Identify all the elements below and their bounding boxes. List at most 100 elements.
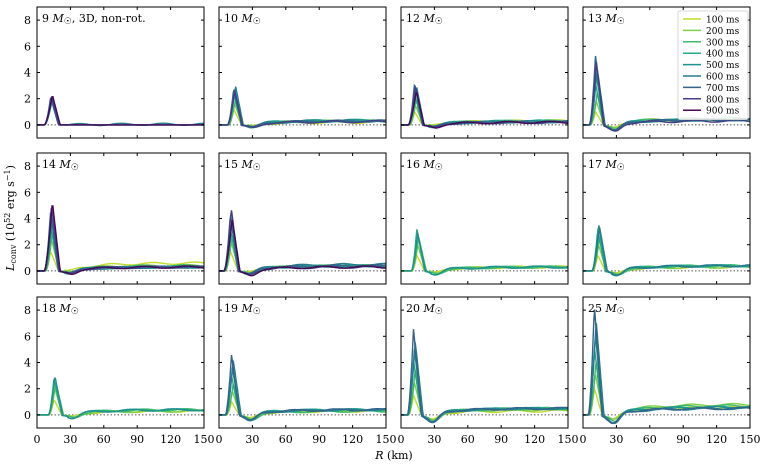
x-tick-label: 60 bbox=[643, 433, 657, 446]
panel-label: 13 M☉ bbox=[588, 12, 625, 27]
series-line bbox=[583, 237, 750, 276]
panel-11: 0 30 60 90 120 150 20 M☉ bbox=[398, 296, 579, 446]
panel-3: 12 M☉ bbox=[400, 6, 569, 139]
y-tick-label: 6 bbox=[24, 40, 31, 53]
series-line bbox=[583, 361, 750, 423]
panel-label: 19 M☉ bbox=[224, 302, 261, 317]
y-tick-label: 4 bbox=[24, 67, 31, 80]
y-tick-label: 2 bbox=[24, 239, 31, 252]
y-tick-label: 8 bbox=[24, 304, 31, 317]
series-line bbox=[401, 329, 568, 423]
panel-10: 0 30 60 90 120 150 19 M☉ bbox=[216, 296, 397, 446]
x-tick-label: 60 bbox=[97, 433, 111, 446]
x-tick-label: 120 bbox=[160, 433, 181, 446]
panel-frame bbox=[218, 6, 387, 139]
series-line bbox=[401, 232, 568, 276]
y-tick-label: 0 bbox=[24, 265, 31, 278]
series-line bbox=[219, 108, 386, 127]
series-line bbox=[401, 381, 568, 421]
series-line bbox=[37, 377, 204, 420]
x-tick-label: 150 bbox=[376, 433, 397, 446]
series-line bbox=[583, 243, 750, 275]
x-tick-label: 30 bbox=[63, 433, 77, 446]
series-line bbox=[37, 205, 204, 275]
legend-label: 300 ms bbox=[706, 38, 740, 48]
panel-label: 20 M☉ bbox=[406, 302, 443, 317]
y-tick-label: 6 bbox=[24, 186, 31, 199]
series-line bbox=[583, 336, 750, 424]
legend-label: 900 ms bbox=[706, 107, 740, 117]
x-tick-label: 120 bbox=[342, 433, 363, 446]
series-line bbox=[219, 219, 386, 277]
series-line bbox=[583, 309, 750, 425]
x-tick-label: 120 bbox=[524, 433, 545, 446]
panel-7: 16 M☉ bbox=[400, 152, 569, 285]
y-tick-label: 0 bbox=[24, 119, 31, 132]
x-tick-label: 90 bbox=[676, 433, 690, 446]
panel-label: 25 M☉ bbox=[588, 302, 625, 317]
legend-box bbox=[677, 10, 749, 120]
panel-5: 0 2 4 6 8 14 M☉ bbox=[24, 152, 205, 285]
series-line bbox=[37, 97, 204, 126]
x-tick-label: 0 bbox=[34, 433, 41, 446]
panel-frame bbox=[400, 6, 569, 139]
x-tick-label: 60 bbox=[279, 433, 293, 446]
x-tick-label: 30 bbox=[609, 433, 623, 446]
series-line bbox=[583, 374, 750, 420]
y-tick-label: 2 bbox=[24, 383, 31, 396]
x-tick-label: 30 bbox=[245, 433, 259, 446]
panel-label: 9 M☉, 3D, non-rot. bbox=[42, 12, 146, 27]
y-tick-label: 8 bbox=[24, 14, 31, 27]
x-tick-label: 30 bbox=[427, 433, 441, 446]
panel-frame bbox=[36, 6, 205, 139]
series-line bbox=[37, 96, 204, 126]
y-tick-label: 4 bbox=[24, 213, 31, 226]
series-line bbox=[37, 99, 204, 127]
panel-label: 12 M☉ bbox=[406, 12, 443, 27]
panel-label: 14 M☉ bbox=[42, 158, 79, 173]
series-line bbox=[219, 89, 386, 129]
panel-8: 17 M☉ bbox=[582, 152, 751, 285]
y-tick-label: 2 bbox=[24, 93, 31, 106]
panel-label: 18 M☉ bbox=[42, 302, 79, 317]
series-line bbox=[401, 369, 568, 422]
panel-2: 10 M☉ bbox=[218, 6, 387, 139]
panel-label: 15 M☉ bbox=[224, 158, 261, 173]
series-line bbox=[583, 227, 750, 276]
panel-1: 0 2 4 6 8 9 M☉, 3D, non-rot. bbox=[24, 6, 205, 139]
legend-label: 700 ms bbox=[706, 84, 740, 94]
panel-6: 15 M☉ bbox=[218, 152, 387, 285]
legend-label: 600 ms bbox=[706, 73, 740, 83]
x-tick-label: 0 bbox=[580, 433, 587, 446]
y-tick-label: 4 bbox=[24, 357, 31, 370]
series-line bbox=[401, 92, 568, 129]
legend-label: 100 ms bbox=[706, 16, 740, 26]
y-tick-label: 0 bbox=[24, 409, 31, 422]
series-line bbox=[583, 61, 750, 132]
y-tick-label: 6 bbox=[24, 330, 31, 343]
x-tick-label: 90 bbox=[130, 433, 144, 446]
series-line bbox=[583, 349, 750, 424]
x-tick-label: 150 bbox=[558, 433, 579, 446]
series-line bbox=[401, 360, 568, 424]
panel-frame bbox=[218, 296, 387, 429]
series-line bbox=[37, 251, 204, 272]
panel-label: 16 M☉ bbox=[406, 158, 443, 173]
legend-label: 200 ms bbox=[706, 27, 740, 37]
legend-label: 500 ms bbox=[706, 61, 740, 71]
y-axis-label: Lconv (1052 erg s−1) bbox=[3, 165, 18, 272]
x-tick-label: 60 bbox=[461, 433, 475, 446]
series-line bbox=[219, 375, 386, 422]
legend-label: 400 ms bbox=[706, 50, 740, 60]
panel-frame bbox=[400, 152, 569, 285]
x-tick-label: 150 bbox=[740, 433, 761, 446]
series-line bbox=[37, 97, 204, 126]
x-tick-label: 0 bbox=[398, 433, 405, 446]
x-tick-label: 150 bbox=[194, 433, 215, 446]
panel-12: 0 30 60 90 120 150 25 M☉ bbox=[580, 296, 761, 446]
x-tick-label: 90 bbox=[494, 433, 508, 446]
x-tick-label: 90 bbox=[312, 433, 326, 446]
series-line bbox=[219, 355, 386, 421]
